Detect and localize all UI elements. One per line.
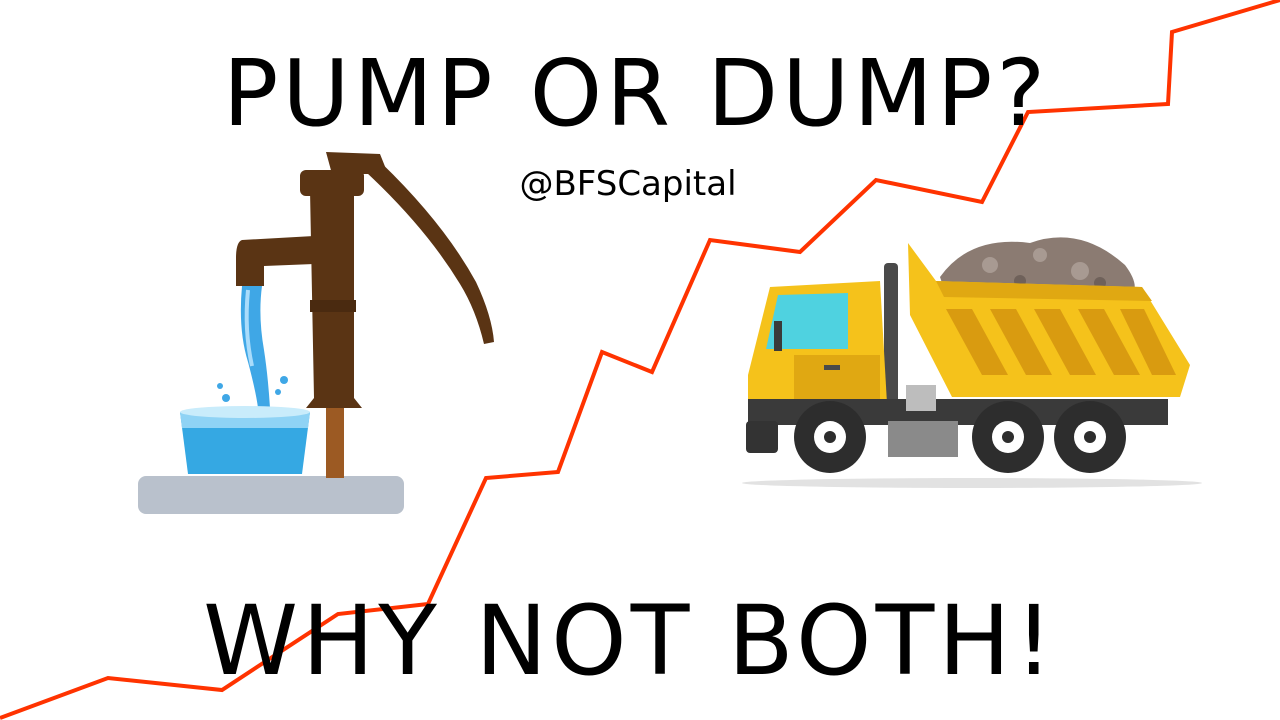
meme-tagline: WHY NOT BOTH! — [203, 585, 1057, 697]
meme-title: PUMP OR DUMP? — [222, 40, 1050, 147]
water-pump-icon — [138, 152, 494, 514]
dump-truck-icon — [742, 237, 1202, 488]
author-handle: @BFSCapital — [519, 164, 737, 204]
